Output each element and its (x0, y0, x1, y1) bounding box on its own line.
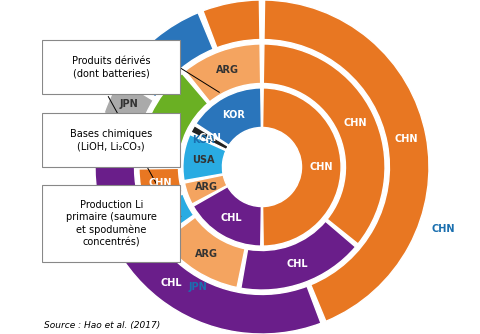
Text: JPN: JPN (189, 282, 207, 292)
FancyBboxPatch shape (42, 114, 180, 167)
Text: ARG: ARG (195, 249, 218, 259)
FancyBboxPatch shape (42, 185, 180, 262)
Text: CHN: CHN (148, 178, 172, 188)
Text: KOR: KOR (222, 110, 245, 120)
Text: Source : Hao et al. (2017): Source : Hao et al. (2017) (44, 321, 160, 330)
Text: USA: USA (159, 209, 181, 219)
Wedge shape (203, 0, 260, 48)
Text: Production Li
primaire (saumure
et spodumène
concentrés): Production Li primaire (saumure et spodu… (66, 200, 156, 248)
Text: CHL: CHL (161, 278, 182, 288)
Text: CHN: CHN (344, 118, 367, 128)
Text: CHN: CHN (395, 134, 419, 144)
Text: CHN: CHN (310, 162, 333, 172)
Wedge shape (164, 217, 245, 288)
Wedge shape (193, 187, 261, 246)
Wedge shape (264, 0, 429, 321)
Text: Produits dérivés
(dont batteries): Produits dérivés (dont batteries) (72, 55, 151, 78)
Text: CHN: CHN (432, 224, 455, 233)
Wedge shape (183, 135, 226, 181)
Text: AUS: AUS (157, 118, 180, 128)
Text: USA: USA (192, 155, 215, 165)
Wedge shape (263, 88, 341, 246)
Wedge shape (196, 88, 261, 145)
Text: KOR: KOR (156, 48, 180, 58)
Wedge shape (96, 118, 140, 149)
Wedge shape (139, 168, 182, 203)
Text: CAN: CAN (199, 133, 221, 143)
Wedge shape (122, 13, 213, 97)
Text: CHL: CHL (221, 213, 242, 223)
Wedge shape (184, 175, 227, 204)
Wedge shape (191, 126, 228, 150)
Text: ARG: ARG (216, 65, 239, 75)
Wedge shape (139, 73, 208, 166)
Wedge shape (241, 221, 356, 290)
Wedge shape (104, 80, 153, 126)
Text: Bases chimiques
(LiOH, Li₂CO₃): Bases chimiques (LiOH, Li₂CO₃) (70, 129, 152, 152)
Text: JPN: JPN (120, 99, 138, 109)
Text: CHL: CHL (286, 259, 308, 269)
Wedge shape (95, 149, 321, 334)
Wedge shape (145, 194, 193, 238)
Wedge shape (185, 44, 261, 102)
Text: KOR: KOR (192, 135, 215, 145)
FancyBboxPatch shape (42, 40, 180, 94)
Wedge shape (264, 44, 385, 244)
Text: ARG: ARG (195, 182, 217, 192)
